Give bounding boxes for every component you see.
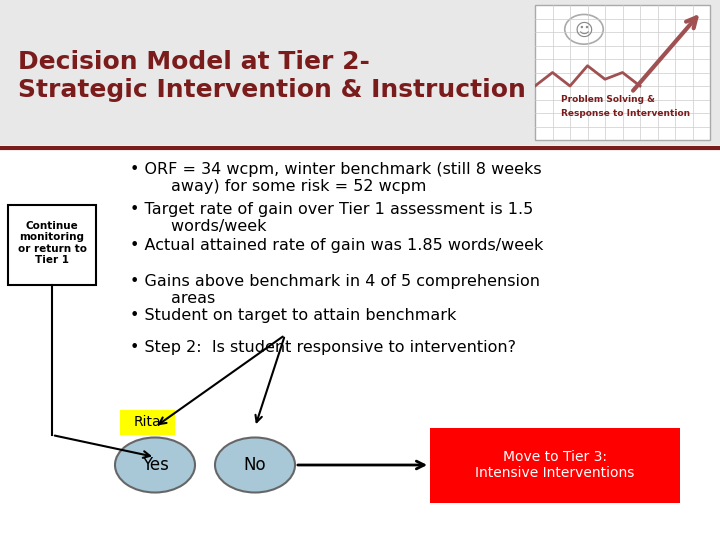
Text: • Actual attained rate of gain was 1.85 words/week: • Actual attained rate of gain was 1.85 …	[130, 238, 544, 253]
Bar	[120, 410, 174, 435]
Text: Yes: Yes	[142, 456, 168, 474]
Text: • Target rate of gain over Tier 1 assessment is 1.5
        words/week: • Target rate of gain over Tier 1 assess…	[130, 202, 534, 234]
Text: Problem Solving &: Problem Solving &	[562, 95, 655, 104]
Text: • Student on target to attain benchmark: • Student on target to attain benchmark	[130, 308, 456, 323]
Text: Rita: Rita	[133, 415, 161, 429]
Text: • Step 2:  Is student responsive to intervention?: • Step 2: Is student responsive to inter…	[130, 340, 516, 355]
Bar	[430, 428, 680, 503]
Text: Move to Tier 3:
Intensive Interventions: Move to Tier 3: Intensive Interventions	[475, 450, 635, 480]
Text: ☺: ☺	[575, 22, 593, 39]
Bar	[535, 5, 710, 140]
Text: Continue
monitoring
or return to
Tier 1: Continue monitoring or return to Tier 1	[17, 221, 86, 265]
Text: Response to Intervention: Response to Intervention	[562, 109, 690, 118]
Text: • Gains above benchmark in 4 of 5 comprehension
        areas: • Gains above benchmark in 4 of 5 compre…	[130, 274, 540, 306]
Text: No: No	[243, 456, 266, 474]
Text: Decision Model at Tier 2-: Decision Model at Tier 2-	[18, 50, 370, 74]
Bar	[0, 0, 720, 145]
Ellipse shape	[115, 437, 195, 492]
Text: Strategic Intervention & Instruction: Strategic Intervention & Instruction	[18, 78, 526, 102]
Text: • ORF = 34 wcpm, winter benchmark (still 8 weeks
        away) for some risk = 5: • ORF = 34 wcpm, winter benchmark (still…	[130, 162, 541, 194]
Bar	[8, 205, 96, 285]
Ellipse shape	[215, 437, 295, 492]
